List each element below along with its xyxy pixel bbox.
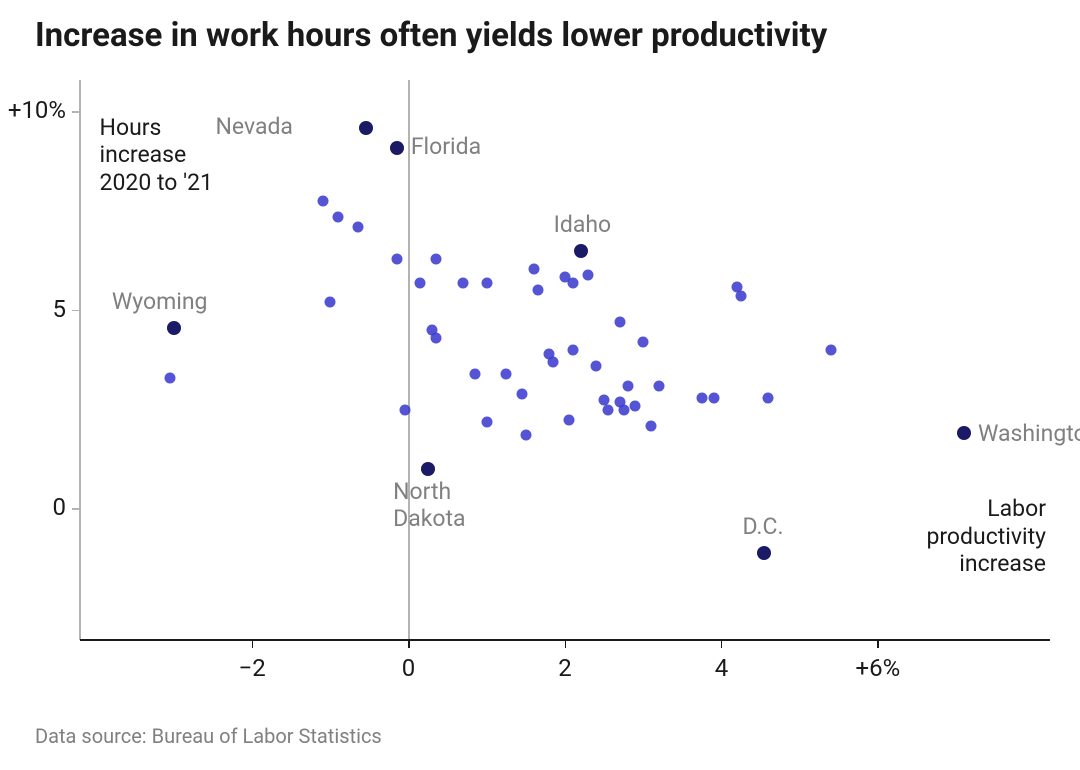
scatter-point-highlighted bbox=[421, 462, 435, 476]
scatter-point bbox=[528, 263, 539, 274]
x-zero-reference-line bbox=[408, 80, 410, 640]
scatter-point bbox=[567, 277, 578, 288]
scatter-point bbox=[618, 404, 629, 415]
scatter-point bbox=[614, 396, 625, 407]
scatter-point bbox=[630, 400, 641, 411]
point-annotation: Nevada bbox=[216, 113, 293, 140]
data-source-footer: Data source: Bureau of Labor Statistics bbox=[35, 724, 382, 748]
scatter-point bbox=[430, 253, 441, 264]
scatter-point bbox=[622, 380, 633, 391]
y-tick bbox=[72, 111, 80, 113]
scatter-point-highlighted bbox=[957, 426, 971, 440]
scatter-point bbox=[501, 368, 512, 379]
x-tick-label: 0 bbox=[402, 654, 416, 682]
scatter-point-highlighted bbox=[390, 141, 404, 155]
scatter-point bbox=[544, 349, 555, 360]
x-tick bbox=[877, 640, 879, 648]
point-annotation: D.C. bbox=[742, 513, 783, 540]
scatter-point bbox=[317, 196, 328, 207]
scatter-point bbox=[591, 360, 602, 371]
scatter-point bbox=[696, 392, 707, 403]
scatter-point bbox=[516, 388, 527, 399]
x-tick bbox=[721, 640, 723, 648]
scatter-point-highlighted bbox=[757, 546, 771, 560]
scatter-point bbox=[481, 416, 492, 427]
point-annotation: Idaho bbox=[554, 211, 612, 238]
x-tick bbox=[408, 640, 410, 648]
y-axis-title: Hoursincrease2020 to '21 bbox=[100, 114, 213, 197]
scatter-point bbox=[732, 281, 743, 292]
scatter-point bbox=[763, 392, 774, 403]
x-tick-label: 4 bbox=[715, 654, 729, 682]
scatter-point bbox=[415, 277, 426, 288]
plot-area: Nevada Florida Wyoming Idaho NorthDakota D.C.… bbox=[80, 80, 1050, 640]
y-tick-label: 5 bbox=[53, 295, 67, 323]
y-tick-label: 0 bbox=[53, 493, 67, 521]
point-annotation: Wyoming bbox=[112, 288, 208, 315]
scatter-point-highlighted bbox=[359, 121, 373, 135]
scatter-point bbox=[583, 269, 594, 280]
y-tick-label: +10% bbox=[8, 96, 66, 124]
y-tick bbox=[72, 310, 80, 312]
point-annotation: Washington bbox=[978, 420, 1080, 447]
scatter-point bbox=[736, 291, 747, 302]
scatter-point bbox=[548, 356, 559, 367]
x-axis-line bbox=[80, 639, 1050, 641]
x-tick-label: −2 bbox=[238, 654, 265, 682]
scatter-point bbox=[825, 345, 836, 356]
scatter-point bbox=[458, 277, 469, 288]
scatter-point bbox=[333, 212, 344, 223]
x-axis-title: Laborproductivityincrease bbox=[926, 495, 1046, 578]
scatter-point bbox=[532, 285, 543, 296]
scatter-point bbox=[560, 271, 571, 282]
scatter-point bbox=[391, 253, 402, 264]
scatter-point bbox=[603, 404, 614, 415]
scatter-point bbox=[399, 404, 410, 415]
scatter-point bbox=[563, 414, 574, 425]
scatter-point-highlighted bbox=[574, 244, 588, 258]
scatter-point bbox=[567, 345, 578, 356]
scatter-point bbox=[427, 325, 438, 336]
point-annotation: Florida bbox=[411, 133, 481, 160]
x-tick bbox=[565, 640, 567, 648]
chart-container: Increase in work hours often yields lowe… bbox=[0, 0, 1080, 770]
scatter-point bbox=[481, 277, 492, 288]
chart-title: Increase in work hours often yields lowe… bbox=[35, 16, 827, 55]
point-annotation: NorthDakota bbox=[393, 479, 465, 532]
scatter-point bbox=[325, 297, 336, 308]
y-axis-line bbox=[79, 80, 81, 640]
scatter-point bbox=[646, 420, 657, 431]
scatter-point bbox=[599, 394, 610, 405]
scatter-point bbox=[520, 430, 531, 441]
x-tick bbox=[252, 640, 254, 648]
scatter-point bbox=[352, 221, 363, 232]
scatter-point bbox=[708, 392, 719, 403]
scatter-point bbox=[470, 368, 481, 379]
scatter-point bbox=[614, 317, 625, 328]
scatter-point-highlighted bbox=[167, 321, 181, 335]
scatter-point bbox=[653, 380, 664, 391]
scatter-point bbox=[430, 333, 441, 344]
scatter-point bbox=[164, 372, 175, 383]
y-tick bbox=[72, 508, 80, 510]
x-tick-label: 2 bbox=[558, 654, 572, 682]
x-tick-label: +6% bbox=[856, 654, 901, 682]
scatter-point bbox=[638, 337, 649, 348]
